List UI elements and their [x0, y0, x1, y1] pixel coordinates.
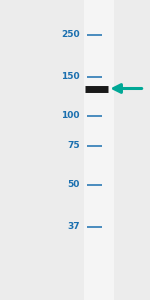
Text: 75: 75 [67, 141, 80, 150]
Text: 100: 100 [61, 111, 80, 120]
Text: 150: 150 [61, 72, 80, 81]
Text: 37: 37 [67, 222, 80, 231]
Text: 50: 50 [67, 180, 80, 189]
Text: 250: 250 [61, 30, 80, 39]
Bar [84, 0, 114, 300]
